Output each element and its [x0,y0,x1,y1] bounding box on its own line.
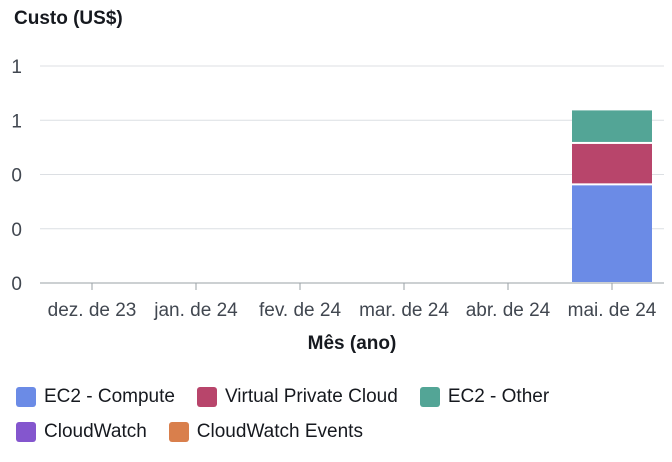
legend-swatch [196,386,217,407]
x-tick-label: jan. de 24 [153,300,238,321]
legend-label: Virtual Private Cloud [224,385,398,407]
x-tick-label: abr. de 24 [466,300,551,321]
x-tick-label: mar. de 24 [359,300,449,321]
chart-plot: 0 0 0 1 1 dez. de 23 jan. de 24 fev. de 24 mar. … [11,57,664,354]
legend-item[interactable]: EC2 - Compute [16,385,175,408]
legend-swatch [168,421,189,442]
y-tick-label: 1 [11,111,22,132]
legend-swatch [419,386,440,407]
y-tick-label: 0 [11,166,22,187]
legend-item[interactable]: CloudWatch Events [168,420,363,443]
legend-item[interactable]: Virtual Private Cloud [196,385,398,408]
legend-label: CloudWatch Events [196,420,363,442]
y-tick-label: 1 [11,57,22,78]
bar-segment [572,110,652,142]
legend-label: EC2 - Other [447,385,550,407]
legend-swatch [16,386,36,407]
legend-item[interactable]: CloudWatch [16,420,147,443]
y-tick-label: 0 [11,220,22,241]
legend-swatch [16,421,36,442]
bar-segment [572,185,652,282]
legend-item[interactable]: EC2 - Other [419,385,550,408]
x-tick-label: mai. de 24 [568,300,657,321]
x-tick-label: dez. de 23 [48,300,137,321]
y-axis-title: Custo (US$) [14,8,123,29]
legend-label: CloudWatch [44,420,147,442]
x-tick-label: fev. de 24 [259,300,341,321]
legend-label: EC2 - Compute [44,385,175,407]
x-axis-title: Mês (ano) [308,333,397,354]
chart-legend: EC2 - Compute Virtual Private Cloud EC2 - … [16,385,666,443]
bar-segment [572,143,652,184]
y-tick-label: 0 [11,274,22,295]
